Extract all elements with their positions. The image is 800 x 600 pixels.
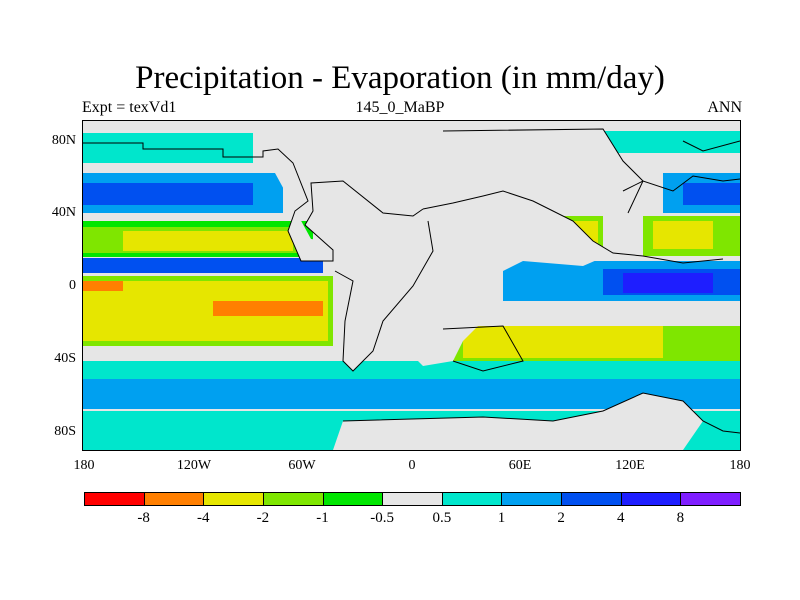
- coastline-antarctic: [342, 392, 740, 434]
- colorbar-swatch: [322, 492, 384, 506]
- colorbar-swatch: [382, 492, 443, 506]
- coastline-central: [334, 220, 434, 372]
- x-tick-label-180w: 180: [73, 458, 95, 473]
- colorbar-label: -0.5: [370, 510, 395, 526]
- colorbar-label: 1: [497, 510, 506, 526]
- colorbar-swatch: [561, 492, 622, 506]
- y-tick-label-40n: 40N: [51, 205, 76, 220]
- coastlines: [83, 128, 740, 434]
- colorbar-label: -4: [197, 510, 210, 526]
- colorbar-label: -1: [316, 510, 329, 526]
- x-tick-label-0: 0: [408, 458, 416, 473]
- colorbar-swatch: [441, 492, 503, 506]
- colorbar-swatch: [262, 492, 324, 506]
- y-tick-label-40s: 40S: [54, 351, 76, 366]
- southern-continent: [333, 393, 703, 450]
- coastline-asia: [622, 175, 740, 192]
- coastline-west: [83, 142, 424, 262]
- central-continent: [383, 191, 613, 366]
- colorbar-swatch: [203, 492, 264, 506]
- colorbar-swatch: [680, 492, 741, 506]
- north-pacific-dark-east: [683, 183, 740, 205]
- season-label: ANN: [707, 99, 742, 116]
- y-tick-label-0: 0: [69, 278, 76, 293]
- n-subtrop-yellow-east: [653, 221, 713, 249]
- coastline-north: [442, 128, 644, 214]
- x-tick-label-120e: 120E: [615, 458, 645, 473]
- x-tick-label-120w: 120W: [176, 458, 212, 473]
- colorbar-label: 8: [676, 510, 685, 526]
- x-tick-label-60w: 60W: [288, 458, 316, 473]
- western-continent: [263, 149, 433, 371]
- y-tick-label-80n: 80N: [51, 133, 76, 148]
- colorbar-label: -8: [137, 510, 150, 526]
- northern-continent: [433, 129, 643, 216]
- colorbar-swatch: [84, 492, 145, 506]
- precip-evap-field: [83, 121, 740, 450]
- time-period-label: 145_0_MaBP: [355, 99, 445, 116]
- n-subtrop-yellow: [123, 231, 293, 251]
- s-subtrop-orange: [213, 301, 323, 316]
- colorbar-label: 4: [616, 510, 625, 526]
- world-map-plot: [82, 120, 741, 451]
- south-cyan-band: [83, 361, 740, 379]
- s-subtrop-orange-west: [83, 281, 123, 291]
- colorbar-swatch: [501, 492, 563, 506]
- itcz-deepblue-east: [623, 273, 713, 293]
- s-indian-yellow: [463, 326, 663, 358]
- x-tick-label-180e: 180: [729, 458, 751, 473]
- colorbar-label: 0.5: [432, 510, 452, 526]
- colorbar-label: 2: [557, 510, 565, 526]
- itcz-blue: [83, 258, 323, 273]
- colorbar-swatch: [143, 492, 205, 506]
- x-tick-label-60e: 60E: [508, 458, 532, 473]
- colorbar-swatch: [620, 492, 682, 506]
- north-cyan-band: [83, 133, 253, 163]
- coastline-ne: [682, 140, 740, 152]
- coastline-tethys: [422, 190, 724, 264]
- colorbar-label: -2: [256, 510, 270, 526]
- north-pacific-dark: [83, 183, 253, 205]
- y-tick-label-80s: 80S: [54, 424, 76, 439]
- map-title: Precipitation - Evaporation (in mm/day): [135, 60, 665, 96]
- experiment-label: Expt = texVd1: [82, 99, 177, 116]
- coastline-south-a: [442, 325, 524, 372]
